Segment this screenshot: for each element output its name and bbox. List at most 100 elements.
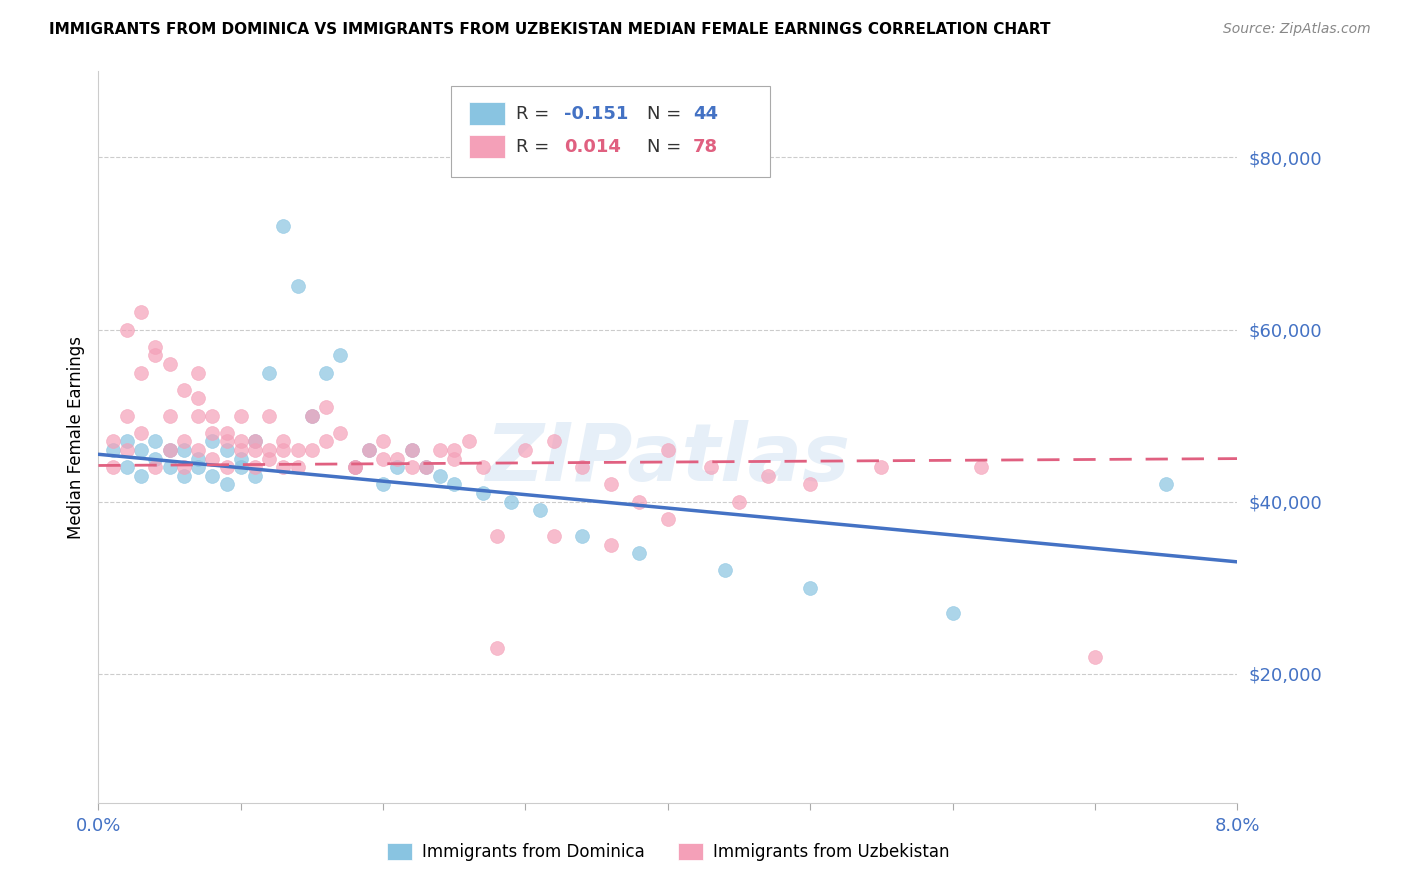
Point xyxy=(115,434,138,449)
Point xyxy=(215,425,238,440)
Point xyxy=(201,409,224,423)
Text: -0.151: -0.151 xyxy=(564,104,628,123)
Point xyxy=(799,581,821,595)
Point xyxy=(657,512,679,526)
Point xyxy=(443,451,465,466)
Point xyxy=(371,434,394,449)
Point xyxy=(187,366,209,380)
Point xyxy=(243,468,266,483)
Point xyxy=(287,279,309,293)
Point xyxy=(145,434,167,449)
Point xyxy=(301,409,323,423)
Point xyxy=(401,442,423,457)
Point xyxy=(457,434,479,449)
Point xyxy=(571,529,593,543)
Point xyxy=(129,305,152,319)
Point xyxy=(471,460,494,475)
FancyBboxPatch shape xyxy=(468,135,505,159)
Point xyxy=(115,322,138,336)
Point xyxy=(415,460,437,475)
Point xyxy=(529,503,551,517)
Point xyxy=(543,529,565,543)
Point xyxy=(159,460,181,475)
Point xyxy=(1084,649,1107,664)
Point xyxy=(243,460,266,475)
Point xyxy=(259,442,281,457)
Point xyxy=(273,434,295,449)
Point xyxy=(115,442,138,457)
Point xyxy=(301,442,323,457)
Point xyxy=(970,460,993,475)
Point xyxy=(243,434,266,449)
Point xyxy=(229,451,252,466)
Point xyxy=(699,460,721,475)
Point xyxy=(173,460,195,475)
Point xyxy=(429,468,451,483)
Text: N =: N = xyxy=(647,137,688,156)
Point xyxy=(215,442,238,457)
Point xyxy=(371,477,394,491)
Point xyxy=(173,434,195,449)
Point xyxy=(486,529,509,543)
Point xyxy=(486,640,509,655)
Point xyxy=(229,442,252,457)
Point xyxy=(401,442,423,457)
Point xyxy=(799,477,821,491)
Point xyxy=(129,468,152,483)
Point xyxy=(145,340,167,354)
Text: Source: ZipAtlas.com: Source: ZipAtlas.com xyxy=(1223,22,1371,37)
Point xyxy=(201,468,224,483)
Point xyxy=(387,451,409,466)
Point xyxy=(515,442,537,457)
FancyBboxPatch shape xyxy=(468,102,505,126)
Point xyxy=(287,460,309,475)
Point xyxy=(145,451,167,466)
Point xyxy=(259,409,281,423)
Point xyxy=(259,451,281,466)
Point xyxy=(215,477,238,491)
Point xyxy=(387,460,409,475)
Point xyxy=(287,442,309,457)
Point xyxy=(728,494,751,508)
Point xyxy=(187,442,209,457)
FancyBboxPatch shape xyxy=(451,86,770,178)
Point xyxy=(942,607,965,621)
Point xyxy=(201,425,224,440)
Text: 0.014: 0.014 xyxy=(564,137,621,156)
Point xyxy=(101,460,124,475)
Point xyxy=(343,460,366,475)
Point xyxy=(714,564,737,578)
Point xyxy=(101,434,124,449)
Point xyxy=(187,392,209,406)
Text: 44: 44 xyxy=(693,104,718,123)
Point xyxy=(259,366,281,380)
Point xyxy=(215,460,238,475)
Point xyxy=(201,451,224,466)
Point xyxy=(600,538,623,552)
Point xyxy=(159,442,181,457)
Point xyxy=(1154,477,1177,491)
Point xyxy=(273,442,295,457)
Point xyxy=(343,460,366,475)
Point xyxy=(273,460,295,475)
Text: IMMIGRANTS FROM DOMINICA VS IMMIGRANTS FROM UZBEKISTAN MEDIAN FEMALE EARNINGS CO: IMMIGRANTS FROM DOMINICA VS IMMIGRANTS F… xyxy=(49,22,1050,37)
Point xyxy=(173,442,195,457)
Point xyxy=(501,494,523,508)
Point xyxy=(243,442,266,457)
Point xyxy=(415,460,437,475)
Point xyxy=(343,460,366,475)
Point xyxy=(173,468,195,483)
Point xyxy=(187,460,209,475)
Point xyxy=(145,460,167,475)
Point xyxy=(229,409,252,423)
Point xyxy=(443,442,465,457)
Point xyxy=(628,546,651,560)
Point xyxy=(173,383,195,397)
Point xyxy=(870,460,893,475)
Point xyxy=(371,451,394,466)
Point xyxy=(101,442,124,457)
Point xyxy=(129,366,152,380)
Legend: Immigrants from Dominica, Immigrants from Uzbekistan: Immigrants from Dominica, Immigrants fro… xyxy=(380,836,956,868)
Point xyxy=(756,468,779,483)
Point xyxy=(145,348,167,362)
